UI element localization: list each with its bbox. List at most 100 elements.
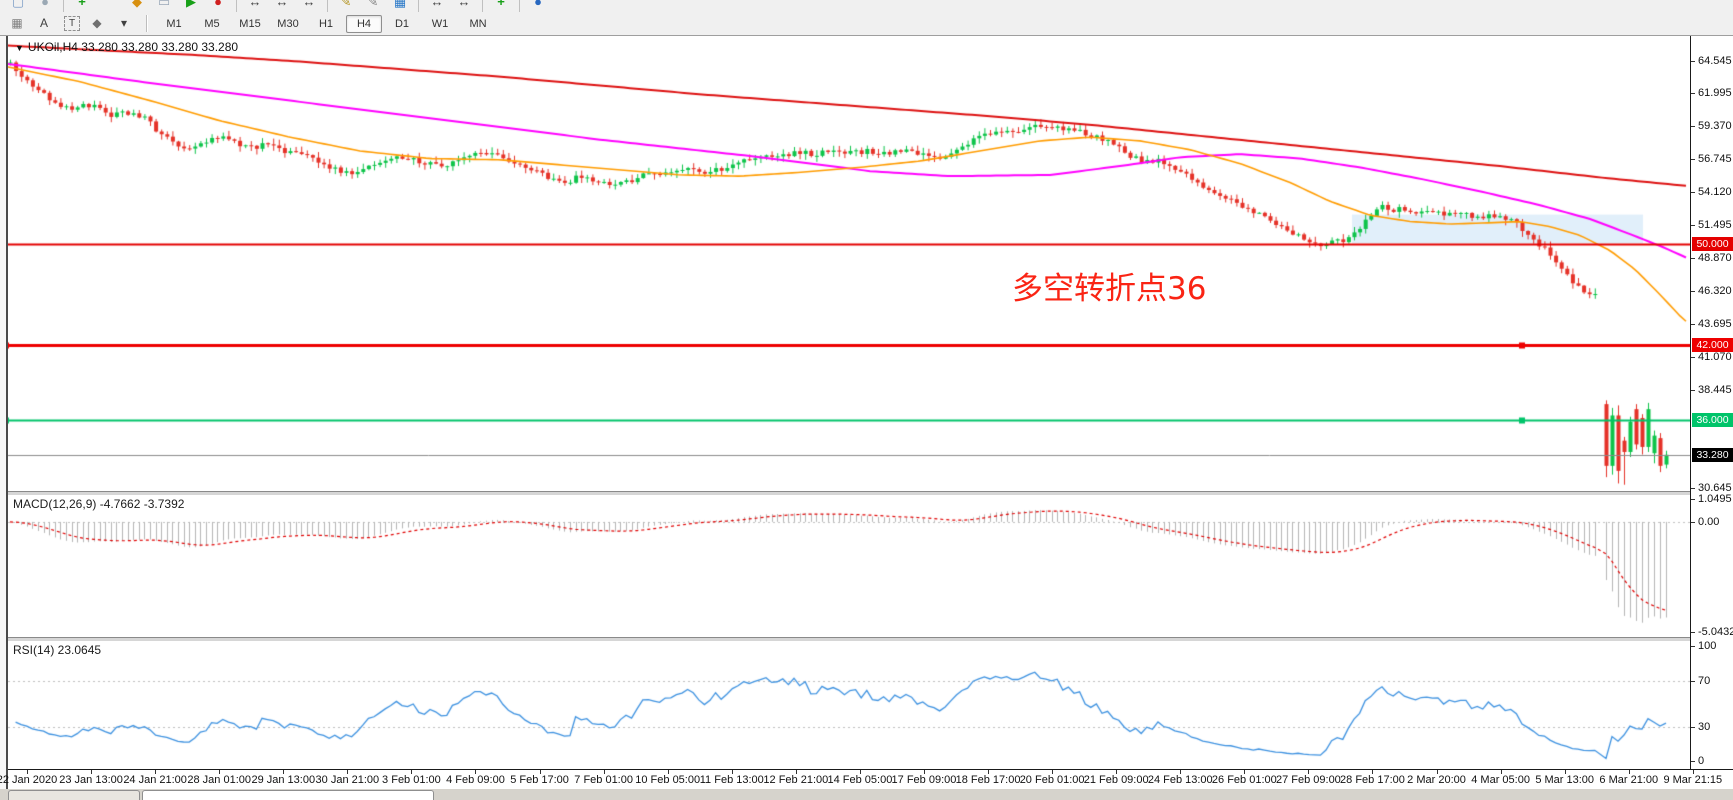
price-tick-label: 51.495 [1698, 219, 1732, 232]
chart-annotation-text[interactable]: 多空转折点36 [1012, 271, 1207, 307]
time-label: 29 Jan 13:00 [251, 774, 316, 786]
draw-channel-icon[interactable]: ✎ [367, 0, 379, 9]
time-label: 28 Feb 17:00 [1340, 774, 1405, 786]
time-tick-mark [1180, 770, 1182, 774]
time-tick-mark [1628, 770, 1630, 774]
new-chart-icon[interactable]: + [78, 0, 86, 9]
time-label: 23 Jan 13:00 [59, 774, 123, 786]
zoom-out-icon[interactable]: ↔ [457, 0, 471, 9]
draw-line-icon[interactable]: ✎ [340, 0, 352, 9]
price-tick-mark [1691, 389, 1695, 391]
macd-canvas[interactable] [8, 495, 1690, 637]
toolbar-separator [146, 15, 147, 32]
toolbar-separator [327, 0, 328, 12]
timeframe-h4[interactable]: H4 [346, 14, 382, 33]
help-icon[interactable]: ● [534, 0, 542, 9]
timeframe-m1[interactable]: M1 [166, 17, 182, 30]
timeframe-m30[interactable]: M30 [277, 17, 299, 30]
rsi-tick-mark [1691, 726, 1695, 728]
price-tick-label: 38.445 [1698, 383, 1732, 396]
cursor-mode-icon[interactable]: ◆ [92, 16, 102, 30]
bar-chart-icon[interactable]: ↔ [248, 0, 262, 9]
time-label: 12 Feb 21:00 [763, 774, 829, 786]
stop-icon[interactable]: ● [214, 0, 222, 9]
price-tick-label: 48.870 [1698, 252, 1732, 265]
time-tick-mark [1244, 770, 1246, 774]
new-order-icon[interactable]: ◆ [132, 0, 142, 9]
rsi-tick-label: 0 [1698, 755, 1705, 767]
candle-chart-icon[interactable]: ↔ [275, 0, 289, 9]
time-tick-mark [795, 770, 797, 774]
time-label: 17 Feb 09:00 [891, 774, 957, 786]
add-indicator-icon[interactable]: + [497, 0, 505, 9]
price-tick-label: 54.120 [1698, 186, 1732, 199]
time-label: 20 Feb 01:00 [1019, 774, 1085, 786]
time-tick-mark [603, 770, 605, 774]
window-icon[interactable]: ▢ [11, 0, 25, 9]
zoom-icon[interactable]: ● [41, 0, 49, 9]
symbol-dropdown-icon[interactable]: ▼ [15, 43, 24, 53]
time-label: 28 Jan 01:00 [187, 774, 252, 786]
price-tick-mark [1691, 126, 1695, 128]
time-label: 26 Feb 01:00 [1211, 774, 1277, 786]
time-tick-mark [1052, 770, 1054, 774]
time-tick-mark [347, 770, 349, 774]
bottom-tab[interactable] [8, 790, 140, 800]
macd-tick-mark [1691, 632, 1695, 633]
zoom-in-icon[interactable]: ↔ [430, 0, 444, 9]
price-tick-mark [1691, 159, 1695, 161]
rsi-tick-mark [1691, 646, 1695, 647]
rsi-tick-mark [1691, 761, 1695, 762]
time-label: 6 Mar 21:00 [1599, 774, 1659, 786]
time-tick-mark [283, 770, 285, 774]
text-a-icon[interactable]: A [39, 16, 48, 30]
rsi-tick-label: 70 [1698, 674, 1711, 687]
macd-tick-label: -5.0432 [1698, 626, 1733, 638]
time-tick-mark [1564, 770, 1566, 774]
time-tick-mark [1308, 770, 1310, 774]
toolbar-separator [63, 0, 64, 12]
time-label: 9 Mar 21:15 [1663, 774, 1723, 786]
time-tick-mark [1436, 770, 1438, 774]
rsi-canvas[interactable] [8, 641, 1690, 769]
time-tick-mark [475, 770, 477, 774]
time-label: 4 Feb 09:00 [446, 774, 505, 786]
time-label: 24 Feb 13:00 [1147, 774, 1213, 786]
autotrading-icon[interactable]: ▶ [186, 0, 196, 9]
time-tick-mark [859, 770, 861, 774]
chart-window-icon[interactable]: ▭ [157, 0, 171, 9]
caret-icon[interactable]: ▾ [120, 16, 128, 30]
timeframe-m15[interactable]: M15 [239, 17, 261, 30]
timeframe-h1[interactable]: H1 [318, 17, 334, 30]
timeframe-mn[interactable]: MN [469, 17, 487, 30]
price-badge-50.000: 50.000 [1692, 237, 1733, 252]
price-tick-label: 41.070 [1698, 350, 1732, 363]
price-tick-mark [1691, 93, 1695, 95]
time-tick-mark [219, 770, 221, 774]
timeframe-m5[interactable]: M5 [204, 17, 220, 30]
time-tick-mark [1692, 770, 1694, 774]
macd-tick-mark [1691, 499, 1695, 500]
text-label-icon[interactable]: T [64, 16, 80, 31]
bottom-bar [0, 789, 1733, 800]
window-left-frame [0, 36, 8, 800]
time-tick-mark [731, 770, 733, 774]
time-tick-mark [1500, 770, 1502, 774]
timeframe-d1[interactable]: D1 [394, 17, 410, 30]
price-tick-mark [1691, 258, 1695, 260]
bottom-tab[interactable] [142, 790, 434, 800]
macd-panel: MACD(12,26,9) -4.7662 -3.7392 [8, 495, 1690, 637]
price-tick-mark [1691, 225, 1695, 227]
timeframe-w1[interactable]: W1 [431, 17, 449, 30]
rsi-tick-label: 100 [1698, 640, 1717, 652]
time-label: 21 Feb 09:00 [1083, 774, 1149, 786]
time-tick-mark [1372, 770, 1374, 774]
time-label: 5 Feb 17:00 [510, 774, 569, 786]
grid-icon[interactable]: ▦ [11, 16, 23, 30]
price-axis[interactable]: 64.545 61.995 59.370 56.745 54.120 51.495 48.8… [1690, 36, 1733, 790]
line-chart-icon[interactable]: ↔ [302, 0, 316, 9]
price-chart-canvas[interactable] [8, 36, 1690, 491]
template-icon[interactable]: ▦ [393, 0, 407, 9]
time-axis[interactable]: 22 Jan 2020 23 Jan 13:00 24 Jan 21:00 28 Ja… [0, 769, 1733, 790]
rsi-panel: RSI(14) 23.0645 [8, 641, 1690, 769]
